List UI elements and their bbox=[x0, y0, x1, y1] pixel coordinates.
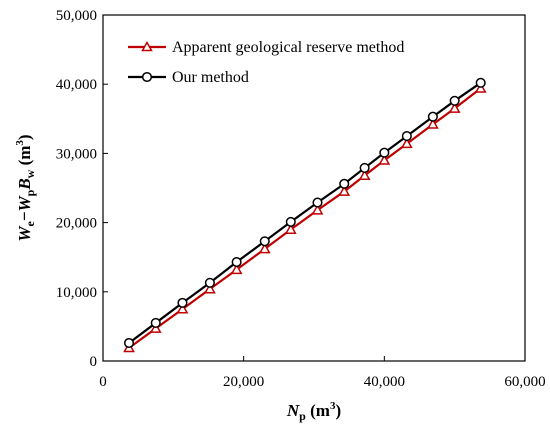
y-axis-label: We−WpBw (m3) bbox=[14, 134, 37, 241]
data-point bbox=[449, 95, 460, 106]
data-point bbox=[358, 169, 371, 180]
data-point bbox=[284, 223, 297, 234]
y-tick-label: 10,000 bbox=[56, 285, 97, 301]
y-tick-label: 0 bbox=[90, 354, 98, 370]
data-point bbox=[230, 263, 243, 275]
data-point bbox=[426, 118, 439, 129]
y-tick-label: 20,000 bbox=[56, 216, 97, 232]
data-point bbox=[475, 77, 486, 88]
legend-marker-ours bbox=[141, 71, 153, 83]
legend-label-apparent: Apparent geological reserve method bbox=[172, 39, 404, 56]
y-tick-label: 40,000 bbox=[56, 77, 97, 93]
data-point bbox=[379, 147, 390, 158]
data-point bbox=[204, 277, 215, 288]
data-point bbox=[474, 82, 487, 93]
data-point bbox=[401, 131, 412, 142]
data-point bbox=[427, 111, 438, 122]
x-tick-label: 60,000 bbox=[504, 374, 545, 390]
data-point bbox=[123, 337, 135, 349]
data-point bbox=[312, 197, 323, 208]
data-point bbox=[311, 203, 324, 215]
x-axis-ticks: 0 20,000 40,000 60,000 bbox=[99, 356, 546, 390]
x-axis-label: Np (m3) bbox=[286, 400, 341, 423]
legend: Apparent geological reserve method Our m… bbox=[128, 39, 404, 86]
legend-marker-apparent bbox=[141, 40, 153, 52]
data-point bbox=[258, 242, 271, 254]
data-point bbox=[359, 162, 370, 173]
data-point bbox=[149, 322, 162, 333]
data-point bbox=[338, 185, 351, 196]
y-tick-label: 30,000 bbox=[56, 146, 97, 162]
legend-label-ours: Our method bbox=[172, 69, 249, 86]
data-point bbox=[177, 297, 188, 308]
plot-frame bbox=[102, 14, 526, 362]
x-tick-label: 40,000 bbox=[364, 374, 405, 390]
y-tick-label: 50,000 bbox=[56, 8, 97, 24]
x-tick-label: 20,000 bbox=[223, 374, 264, 390]
data-point bbox=[231, 256, 242, 268]
series-layer bbox=[123, 77, 487, 353]
data-point bbox=[448, 102, 461, 113]
data-point bbox=[378, 154, 391, 165]
data-point bbox=[150, 317, 161, 328]
data-point bbox=[400, 137, 413, 149]
data-point bbox=[339, 178, 350, 189]
data-point bbox=[259, 236, 270, 247]
data-point bbox=[176, 302, 189, 314]
x-tick-label: 0 bbox=[99, 374, 107, 390]
y-axis-ticks: 0 10,000 20,000 30,000 40,000 50,000 bbox=[56, 8, 108, 370]
data-point bbox=[285, 216, 296, 227]
data-point bbox=[204, 282, 216, 294]
